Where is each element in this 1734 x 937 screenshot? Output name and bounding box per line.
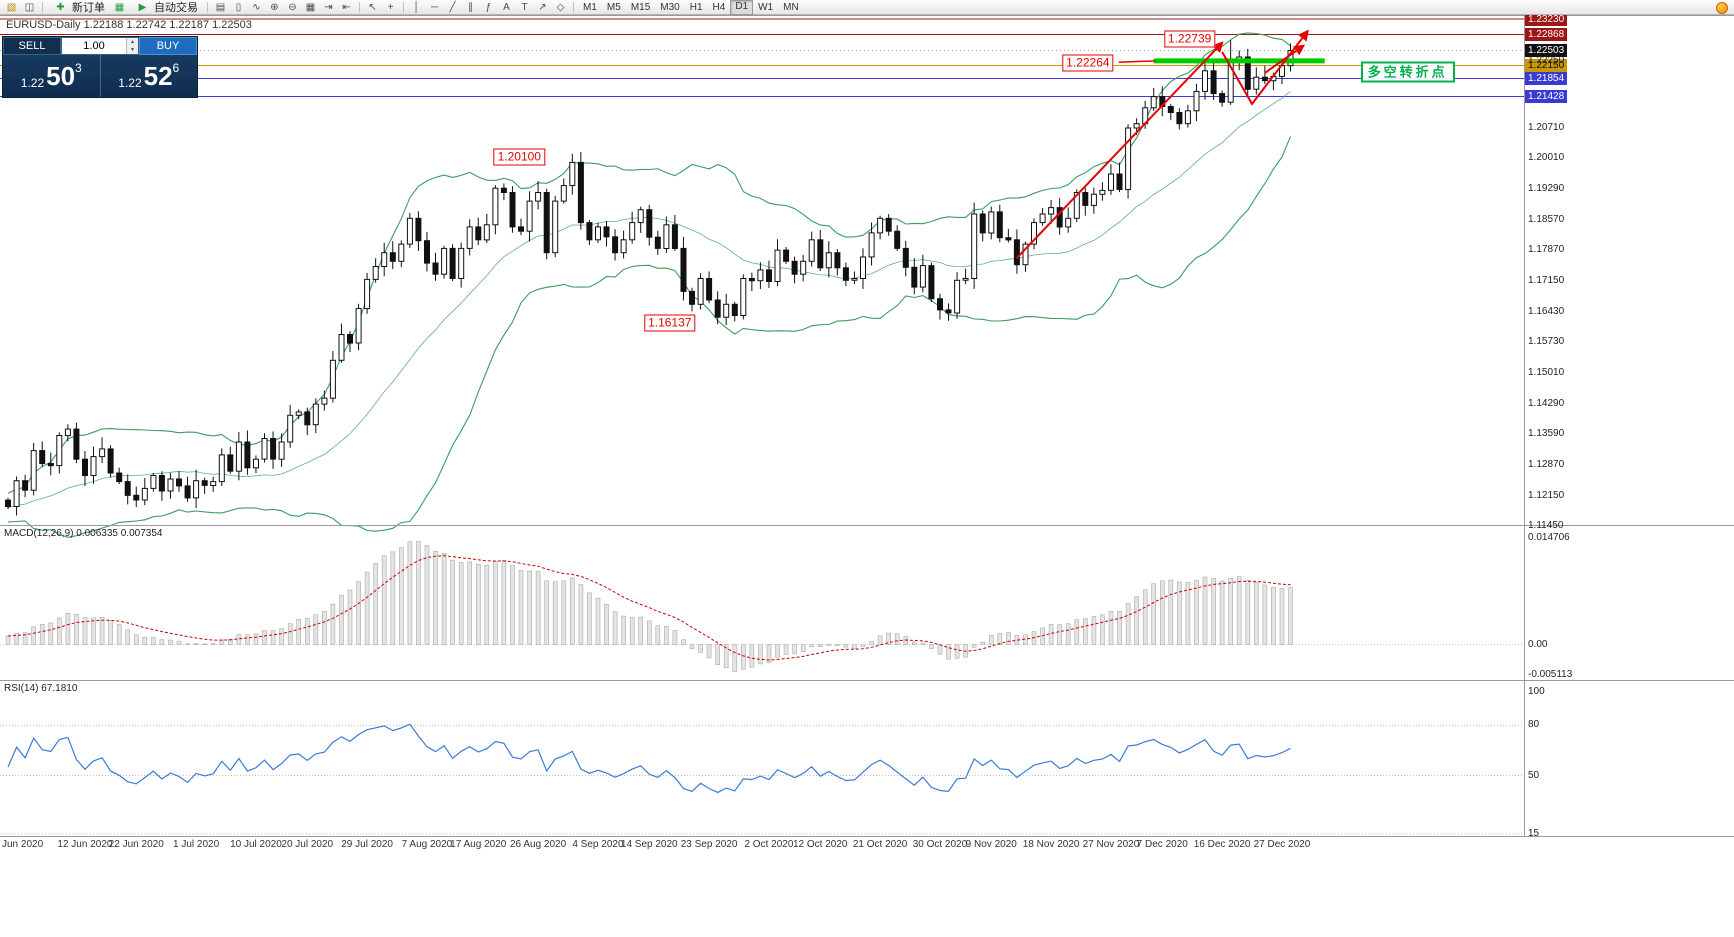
auto-scroll-icon[interactable]: ⇥ <box>324 1 333 13</box>
toolbar-separator <box>207 1 208 13</box>
tf-button-W1[interactable]: W1 <box>758 1 774 13</box>
vertical-line-icon[interactable]: │ <box>413 1 420 13</box>
toolbar-separator <box>573 1 574 13</box>
sell-price-big: 50 <box>46 61 76 91</box>
tf-button-M30[interactable]: M30 <box>660 1 680 13</box>
auto-trading-button[interactable]: ▶ 自动交易 <box>129 1 203 15</box>
macd-title: MACD(12,26,9) 0.006335 0.007354 <box>4 528 163 539</box>
tf-button-H1[interactable]: H1 <box>689 1 703 13</box>
arrow-tool-icon[interactable]: ↗ <box>538 1 547 13</box>
buy-button[interactable]: BUY <box>139 37 197 55</box>
new-chart-icon[interactable]: ▧ <box>6 1 17 13</box>
tf-button-M15[interactable]: M15 <box>630 1 651 13</box>
candlestick-chart-icon[interactable]: ▯ <box>235 1 242 13</box>
volume-up-icon[interactable]: ▲ <box>127 38 138 46</box>
buy-price-prefix: 1.22 <box>118 76 142 90</box>
volume-input[interactable] <box>62 40 126 52</box>
buy-price[interactable]: 1.22 52 6 <box>101 55 198 97</box>
toolbar: ▧ ◫ ✚ 新订单 ▦ ▶ 自动交易 ▤ ▯ ∿ ⊕ ⊖ ▦ ⇥ ⇤ ↖ + │… <box>0 0 1734 15</box>
buy-price-big: 52 <box>143 61 173 91</box>
label-icon[interactable]: T <box>521 1 528 13</box>
horizontal-line-icon[interactable]: ─ <box>430 1 439 13</box>
tf-button-H4[interactable]: H4 <box>712 1 726 13</box>
alert-icon[interactable] <box>1716 2 1728 14</box>
sell-button[interactable]: SELL <box>3 37 61 55</box>
market-chart-icon[interactable]: ▦ <box>114 1 125 13</box>
volume-down-icon[interactable]: ▼ <box>127 46 138 54</box>
tf-button-MN[interactable]: MN <box>783 1 799 13</box>
profiles-icon[interactable]: ◫ <box>24 1 35 13</box>
tf-button-D1[interactable]: D1 <box>730 0 754 15</box>
volume-spinner[interactable]: ▲ ▼ <box>126 38 138 54</box>
timeframe-group: M1 M5 M15 M30 H1 H4 D1 W1 MN <box>578 0 804 15</box>
shapes-icon[interactable]: ◇ <box>556 1 565 13</box>
volume-stepper[interactable]: ▲▼ <box>61 37 139 55</box>
zoom-in-icon[interactable]: ⊕ <box>270 1 279 13</box>
chart-shift-icon[interactable]: ⇤ <box>342 1 351 13</box>
crosshair-icon[interactable]: + <box>387 1 394 13</box>
trendline-icon[interactable]: ╱ <box>449 1 456 13</box>
toolbar-separator <box>403 1 404 13</box>
rsi-title: RSI(14) 67.1810 <box>4 683 78 694</box>
sell-price-sup: 3 <box>75 61 82 75</box>
chart-title: EURUSD-Daily 1.22188 1.22742 1.22187 1.2… <box>6 19 252 31</box>
zoom-out-icon[interactable]: ⊖ <box>288 1 297 13</box>
new-order-plus-icon: ✚ <box>56 1 65 13</box>
auto-trading-label: 自动交易 <box>154 2 198 14</box>
tf-button-M1[interactable]: M1 <box>583 1 597 13</box>
tile-windows-icon[interactable]: ▦ <box>305 1 316 13</box>
buy-price-sup: 6 <box>172 61 180 75</box>
new-order-button[interactable]: ✚ 新订单 <box>47 1 110 15</box>
channel-icon[interactable]: ∥ <box>468 1 473 13</box>
bar-chart-icon[interactable]: ▤ <box>215 1 226 13</box>
toolbar-separator <box>359 1 360 13</box>
sell-price-prefix: 1.22 <box>20 76 45 90</box>
tf-button-M5[interactable]: M5 <box>606 1 621 13</box>
new-order-label: 新订单 <box>72 2 105 14</box>
cursor-icon[interactable]: ↖ <box>368 1 377 13</box>
fibonacci-icon[interactable]: ƒ <box>485 1 492 13</box>
text-icon[interactable]: A <box>503 1 510 13</box>
line-chart-icon[interactable]: ∿ <box>252 1 261 13</box>
auto-trading-play-icon: ▶ <box>138 1 147 13</box>
sell-price[interactable]: 1.22 50 3 <box>3 55 101 97</box>
toolbar-separator <box>42 1 43 13</box>
